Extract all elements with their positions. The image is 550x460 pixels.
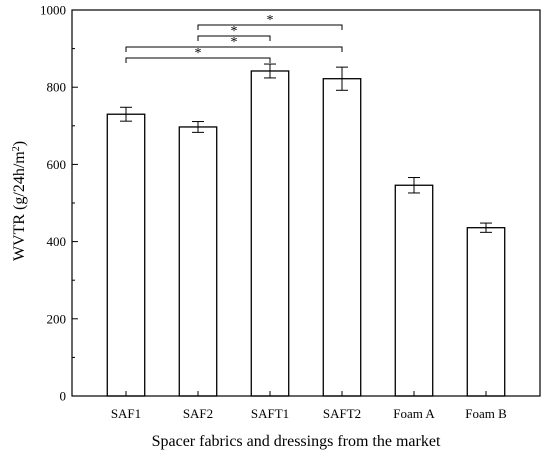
y-axis-title-end: ): [11, 141, 28, 146]
bars-layer: [106, 70, 506, 397]
significance-star: *: [231, 24, 238, 39]
x-tick-label: SAFT1: [251, 406, 289, 421]
y-axis-title-sup: 2: [11, 146, 22, 151]
bar-foam-a: [394, 184, 434, 397]
tick-labels-layer: SAF1 SAF2 SAFT1 SAFT2 Foam A Foam B 0 200 400 600…: [40, 3, 507, 422]
y-tick-label: 1000: [40, 3, 66, 18]
error-bar-saf2: [192, 121, 204, 133]
error-bar-saft1: [264, 63, 276, 79]
significance-bracket: *: [125, 46, 271, 63]
y-tick-label: 600: [47, 157, 67, 172]
bracket-line: [125, 46, 343, 52]
error-bar-foam-a: [408, 177, 420, 194]
x-tick-label: SAF1: [111, 406, 141, 421]
y-tick-label: 0: [60, 389, 67, 404]
y-axis-title: WVTR (g/24h/m2): [11, 141, 29, 261]
significance-star: *: [195, 46, 202, 61]
y-tick-label: 200: [47, 311, 67, 326]
bracket-line: [197, 24, 343, 30]
significance-bracket: *: [197, 24, 271, 41]
x-tick-label: Foam A: [393, 406, 435, 421]
significance-bracket: *: [197, 13, 343, 30]
significance-bracket: *: [125, 35, 343, 52]
bar-foam-b: [466, 227, 506, 397]
bracket-line: [197, 35, 271, 41]
significance-star: *: [267, 13, 274, 28]
error-bar-foam-b: [480, 222, 492, 233]
significance-star: *: [231, 35, 238, 50]
x-tick-label: SAFT2: [323, 406, 361, 421]
x-tick-label: Foam B: [465, 406, 507, 421]
error-bar-saft2: [336, 66, 348, 91]
y-tick-label: 800: [47, 80, 67, 95]
bar-saf2: [178, 126, 218, 397]
error-bars-layer: [120, 63, 492, 233]
y-tick-label: 400: [47, 234, 67, 249]
significance-brackets-layer: ****: [125, 13, 343, 63]
x-tick-label: SAF2: [183, 406, 213, 421]
bracket-line: [125, 57, 271, 63]
bar-saft1: [250, 70, 290, 397]
bar-saf1: [106, 113, 146, 397]
x-axis-title: Spacer fabrics and dressings from the ma…: [152, 433, 441, 450]
y-axis-title-main: WVTR (g/24h/m: [11, 151, 28, 261]
error-bar-saf1: [120, 106, 132, 122]
axes-layer: [71, 9, 541, 397]
bar-saft2: [322, 78, 362, 397]
